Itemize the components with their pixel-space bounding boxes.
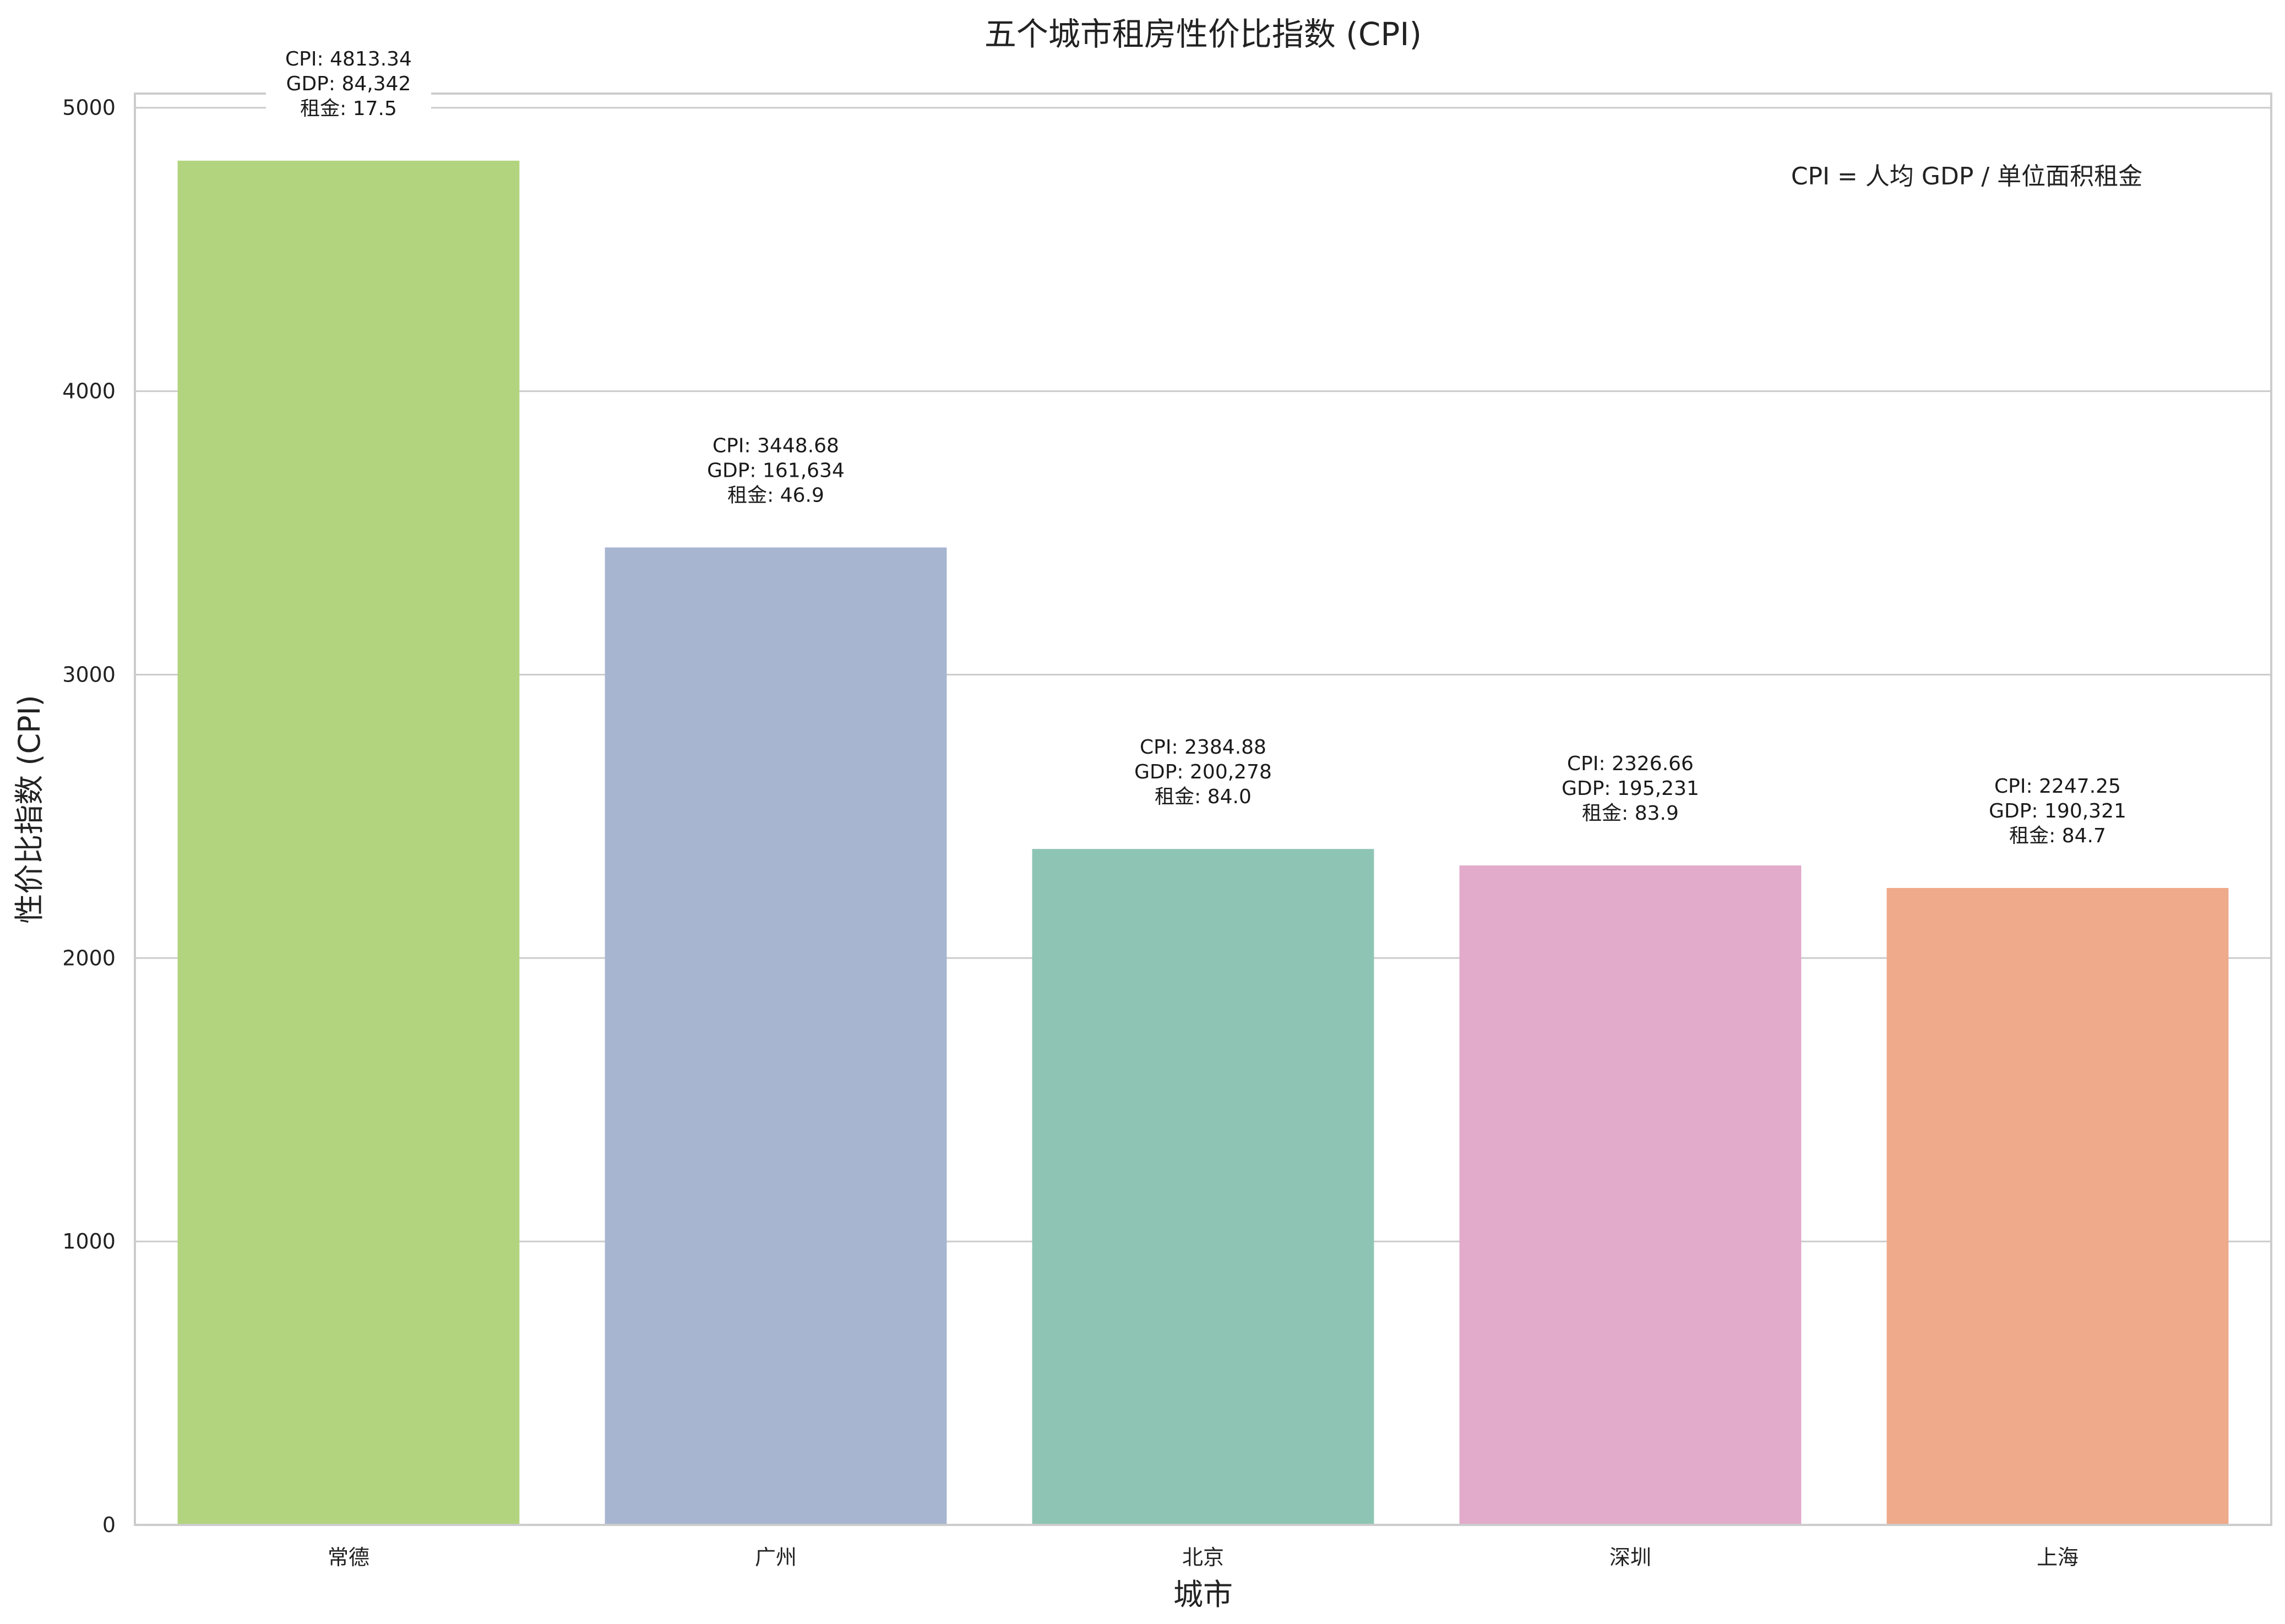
x-tick-label: 常德 <box>328 1545 369 1569</box>
bar-label-rent: 租金: 83.9 <box>1582 802 1679 825</box>
x-tick-label: 上海 <box>2037 1545 2079 1569</box>
bar-label-rent: 租金: 84.7 <box>2009 825 2106 847</box>
plot-frame <box>134 92 2272 1526</box>
formula-annotation: CPI = 人均 GDP / 单位面积租金 <box>1791 162 2142 190</box>
bar-label-cpi: CPI: 3448.68 <box>712 434 839 457</box>
x-tick-label: 北京 <box>1182 1545 1224 1569</box>
y-tick-labels: 0 1000 2000 3000 4000 5000 <box>62 96 116 1537</box>
x-tick-labels: 常德 广州 北京 深圳 上海 <box>328 1545 2079 1569</box>
y-tick-label: 3000 <box>62 662 116 686</box>
bar-label-gdp: GDP: 161,634 <box>707 459 845 482</box>
bar-label-background <box>266 46 431 129</box>
x-tick-label: 广州 <box>755 1545 797 1569</box>
y-tick-label: 2000 <box>62 946 116 970</box>
y-tick-label: 5000 <box>62 96 116 120</box>
y-tick-label: 1000 <box>62 1229 116 1254</box>
bar-1 <box>605 547 947 1525</box>
y-tick-label: 0 <box>102 1513 116 1537</box>
bar-label-gdp: GDP: 84,342 <box>286 73 411 95</box>
bar-4 <box>1886 888 2229 1525</box>
bar-label-gdp: GDP: 195,231 <box>1562 777 1699 800</box>
chart-title: 五个城市租房性价比指数 (CPI) <box>984 15 1422 53</box>
bar-label-gdp: GDP: 200,278 <box>1134 761 1272 783</box>
bar-label-rent: 租金: 46.9 <box>727 484 824 506</box>
bar-0 <box>177 160 520 1525</box>
bar-label-cpi: CPI: 4813.34 <box>285 48 412 70</box>
bar-label-cpi: CPI: 2384.88 <box>1140 736 1266 759</box>
x-tick-label: 深圳 <box>1609 1545 1651 1569</box>
bars <box>177 160 2229 1525</box>
bar-3 <box>1459 865 1802 1525</box>
bar-label-cpi: CPI: 2326.66 <box>1567 753 1694 775</box>
y-axis-label: 性价比指数 (CPI) <box>12 695 47 924</box>
bar-label-rent: 租金: 17.5 <box>300 97 397 120</box>
bar-label-cpi: CPI: 2247.25 <box>1994 775 2121 798</box>
x-axis-label: 城市 <box>1173 1577 1233 1612</box>
bar-label-rent: 租金: 84.0 <box>1155 786 1252 808</box>
bar-label-gdp: GDP: 190,321 <box>1989 800 2126 822</box>
bar-2 <box>1032 849 1374 1525</box>
y-tick-label: 4000 <box>62 379 116 404</box>
